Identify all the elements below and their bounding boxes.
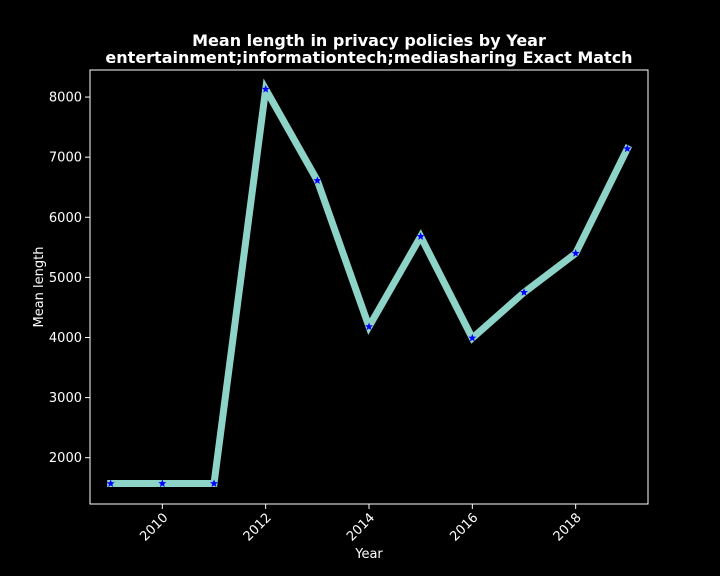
data-point-marker: [313, 176, 322, 184]
y-tick-label: 3000: [49, 391, 82, 406]
y-axis: 2000 3000 4000 5000 6000 7000 8000: [49, 91, 90, 466]
data-point-marker: [365, 322, 373, 331]
chart-subtitle: entertainment;informationtech;mediashari…: [105, 48, 632, 67]
data-point-marker: [210, 479, 218, 487]
series-layer: [106, 78, 633, 488]
y-axis-label: Mean length: [32, 247, 47, 328]
data-point-marker: [468, 333, 477, 342]
chart-title: Mean length in privacy policies by Year: [192, 31, 546, 50]
y-tick-label: 7000: [49, 151, 82, 166]
data-point-marker: [520, 288, 528, 296]
data-point-marker: [416, 232, 425, 240]
y-tick-label: 8000: [49, 91, 82, 106]
data-point-marker: [106, 479, 115, 487]
x-axis-label: Year: [354, 547, 383, 562]
data-point-marker: [261, 85, 270, 93]
data-point-marker: [623, 144, 632, 153]
y-tick-label: 4000: [49, 331, 82, 346]
y-tick-label: 5000: [49, 271, 82, 286]
data-point-marker: [158, 479, 167, 487]
y-tick-label: 6000: [49, 211, 82, 226]
data-point-marker: [571, 249, 580, 257]
y-tick-label: 2000: [49, 451, 82, 466]
